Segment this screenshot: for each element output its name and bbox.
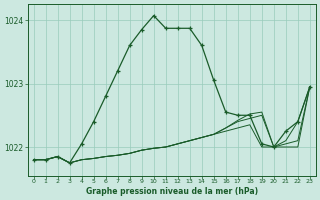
X-axis label: Graphe pression niveau de la mer (hPa): Graphe pression niveau de la mer (hPa)	[86, 187, 258, 196]
